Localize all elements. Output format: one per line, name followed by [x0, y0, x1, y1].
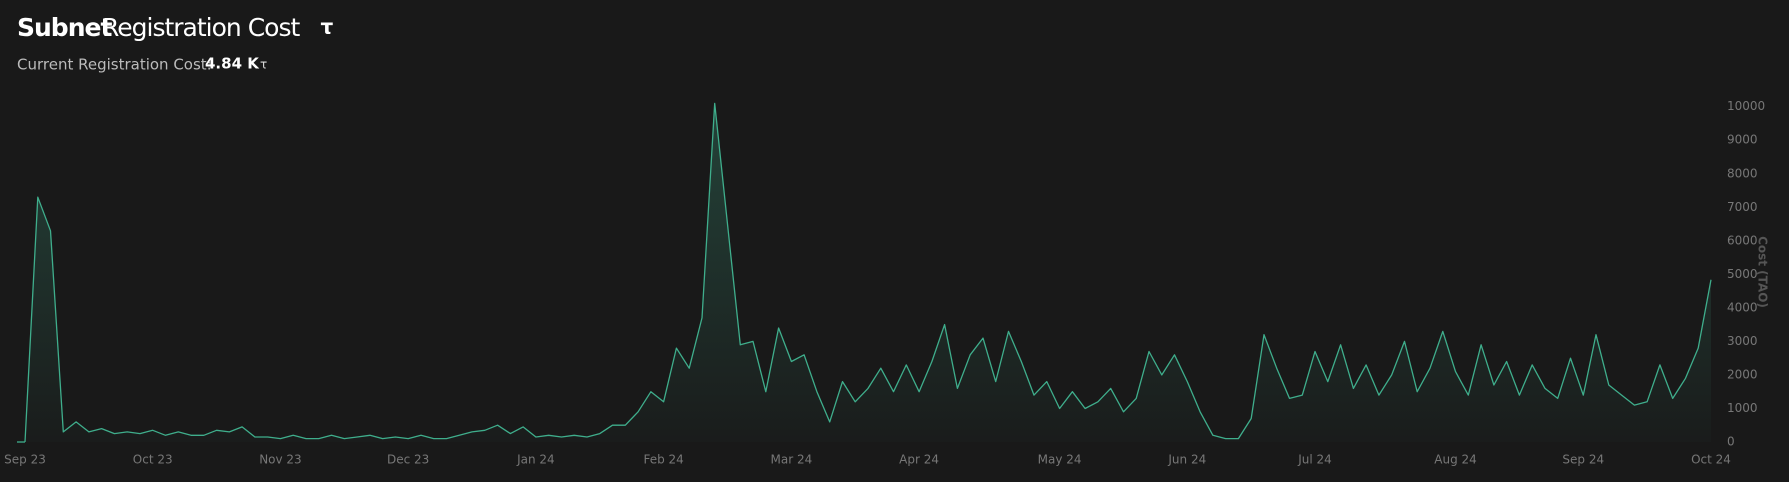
y-tick-label: 3000: [1727, 334, 1758, 348]
y-tick-label: 9000: [1727, 133, 1758, 147]
x-tick-label: Aug 24: [1434, 453, 1477, 467]
current-value: 4.84 K: [205, 55, 260, 73]
y-tick-label: 5000: [1727, 267, 1758, 281]
y-tick-label: 10000: [1727, 99, 1765, 113]
x-tick-label: Dec 23: [387, 453, 429, 467]
x-tick-label: Mar 24: [770, 453, 812, 467]
x-tick-label: Nov 23: [259, 453, 302, 467]
current-symbol: τ: [260, 58, 267, 72]
y-tick-label: 0: [1727, 435, 1735, 449]
x-tick-label: Feb 24: [643, 453, 683, 467]
y-tick-label: 1000: [1727, 401, 1758, 415]
y-tick-label: 7000: [1727, 200, 1758, 214]
chart-title: Registration Cost: [102, 13, 300, 42]
x-tick-label: Apr 24: [899, 453, 939, 467]
y-tick-label: 2000: [1727, 367, 1758, 381]
area-fill: [25, 103, 1711, 443]
x-tick-label: Jun 24: [1167, 453, 1206, 467]
title-symbol: τ: [320, 15, 333, 39]
x-tick-label: Sep 24: [1562, 453, 1604, 467]
current-label: Current Registration Cost:: [17, 56, 212, 74]
x-tick-label: Oct 24: [1691, 453, 1731, 467]
x-tick-label: Jul 24: [1297, 453, 1332, 467]
y-axis-label: Cost (TAO): [1756, 236, 1770, 308]
y-tick-label: 6000: [1727, 233, 1758, 247]
x-tick-label: May 24: [1038, 453, 1082, 467]
line: [24, 102, 1712, 443]
x-tick-label: Jan 24: [516, 453, 555, 467]
y-tick-label: 8000: [1727, 166, 1758, 180]
y-tick-label: 4000: [1727, 300, 1758, 314]
title-bold: Subnet: [17, 13, 112, 42]
x-tick-label: Sep 23: [4, 453, 46, 467]
x-tick-label: Oct 23: [133, 453, 173, 467]
